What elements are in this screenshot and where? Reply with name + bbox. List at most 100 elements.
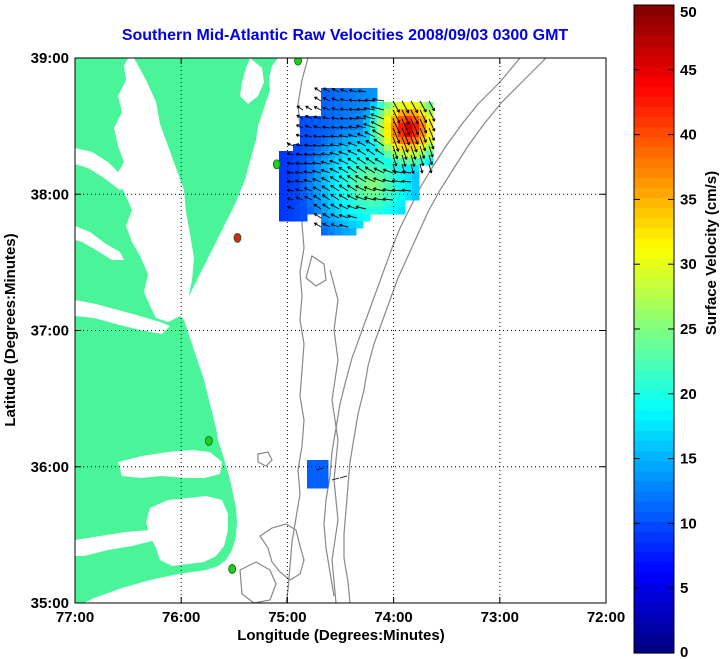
- velocity-vector-head: [322, 213, 325, 217]
- velocity-vector-head: [348, 89, 352, 93]
- velocity-cell: [405, 102, 413, 110]
- velocity-vector: [321, 185, 331, 192]
- velocity-vector: [329, 152, 340, 156]
- velocity-vector: [357, 90, 367, 93]
- velocity-vector-head: [304, 125, 308, 129]
- velocity-vector: [321, 135, 331, 138]
- velocity-cell: [335, 200, 343, 208]
- velocity-cell: [335, 158, 343, 166]
- velocity-vector: [365, 157, 376, 165]
- velocity-cell: [300, 137, 308, 145]
- velocity-vector-head: [330, 223, 334, 227]
- velocity-vector: [365, 140, 376, 147]
- delaware-bay: [240, 58, 264, 104]
- velocity-cell: [321, 137, 329, 145]
- velocity-vector: [340, 88, 349, 93]
- velocity-vector: [366, 148, 376, 156]
- velocity-vector: [419, 109, 427, 123]
- velocity-vector-head: [348, 108, 352, 112]
- velocity-cell: [328, 137, 336, 145]
- velocity-vector-head: [321, 144, 325, 148]
- velocity-cell: [384, 158, 392, 166]
- velocity-vector-head: [295, 171, 299, 175]
- velocity-cell: [335, 172, 343, 180]
- velocity-cell: [412, 179, 420, 187]
- velocity-vector-head: [372, 129, 375, 133]
- velocity-vector: [305, 115, 313, 120]
- velocity-vector: [347, 215, 358, 219]
- velocity-vector-head: [312, 162, 315, 165]
- colorbar-ticks: 0 5 10 15 20 25 30 35 40 45 50: [634, 4, 697, 659]
- velocity-cell: [349, 200, 357, 208]
- velocity-vector: [331, 88, 340, 93]
- velocity-vector: [338, 194, 349, 201]
- velocity-vector: [339, 224, 349, 228]
- velocity-cell: [398, 200, 406, 208]
- velocity-vector: [374, 158, 385, 165]
- velocity-vector-head: [329, 160, 333, 164]
- colorbar-band: [634, 288, 674, 300]
- velocity-cell: [356, 116, 364, 124]
- velocity-cell: [300, 123, 308, 131]
- velocity-cell: [384, 130, 392, 138]
- colorbar-band: [634, 126, 674, 138]
- velocity-vector-head: [430, 169, 433, 174]
- velocity-vector: [312, 170, 322, 174]
- colorbar-band: [634, 197, 674, 209]
- velocity-cell: [391, 165, 399, 173]
- velocity-cell: [363, 151, 371, 159]
- velocity-vector: [330, 213, 340, 219]
- velocity-vector-head: [303, 187, 307, 191]
- colorbar: 0 5 10 15 20 25 30 35 40 45 50 Surface Velocity (c…: [633, 4, 720, 659]
- velocity-cell: [412, 123, 420, 131]
- velocity-cell: [384, 102, 392, 110]
- velocity-cell: [384, 116, 392, 124]
- velocity-cell: [335, 130, 343, 138]
- velocity-cell: [370, 151, 378, 159]
- velocity-cell: [398, 172, 406, 180]
- velocity-vector: [364, 166, 376, 174]
- velocity-cell: [405, 137, 413, 145]
- velocity-cell: [307, 123, 315, 131]
- velocity-cell: [356, 102, 364, 110]
- velocity-vector: [348, 134, 358, 138]
- velocity-vector-head: [338, 214, 342, 218]
- velocity-cell: [314, 467, 322, 475]
- colorbar-band: [634, 45, 674, 57]
- velocity-vector-head: [322, 116, 326, 120]
- velocity-cell: [398, 123, 406, 131]
- velocity-cell: [349, 130, 357, 138]
- velocity-cell: [363, 116, 371, 124]
- velocity-cell: [370, 123, 378, 131]
- velocity-vector-head: [338, 194, 341, 198]
- y-tick-label: 39:00: [31, 50, 69, 67]
- velocity-cell: [377, 207, 385, 215]
- velocity-arrows: [286, 87, 436, 481]
- velocity-vector: [287, 206, 295, 210]
- velocity-cell: [307, 481, 315, 489]
- velocity-cell: [300, 151, 308, 159]
- colorbar-tick-label: 40: [680, 127, 697, 144]
- velocity-vector: [330, 203, 340, 210]
- velocity-vector-head: [339, 117, 343, 121]
- velocity-cell: [349, 109, 357, 117]
- x-tick-label: 72:00: [587, 609, 625, 626]
- velocity-cell: [328, 144, 336, 152]
- velocity-vector: [355, 206, 367, 210]
- colorbar-band: [634, 318, 674, 330]
- x-axis-ticks: 77:00 76:00 75:00 74:00 73:00 72:00: [56, 58, 625, 626]
- colorbar-band: [634, 460, 674, 472]
- velocity-cell: [370, 116, 378, 124]
- velocity-cell: [405, 123, 413, 131]
- colorbar-band: [634, 237, 674, 249]
- velocity-cell: [314, 144, 322, 152]
- colorbar-band: [634, 258, 674, 269]
- velocity-cell: [412, 144, 420, 152]
- colorbar-band: [634, 15, 674, 26]
- velocity-cell: [412, 193, 420, 201]
- velocity-cell: [356, 200, 364, 208]
- chesapeake-bay: [114, 58, 194, 322]
- velocity-vector-head: [313, 125, 317, 129]
- velocity-vector: [296, 124, 304, 129]
- colorbar-band: [634, 177, 674, 188]
